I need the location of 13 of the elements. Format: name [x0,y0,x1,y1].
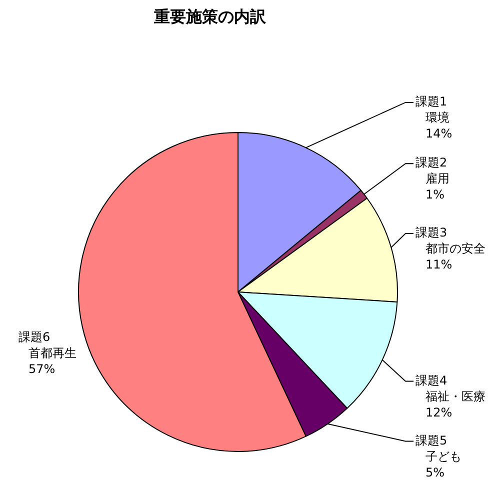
chart-title: 重要施策の内訳 [153,7,267,26]
data-label: 11% [426,258,452,272]
slice-label: 課題4 福祉・医療 [416,373,486,404]
slice-label: 課題1 環境 [416,94,450,125]
slice-label: 課題3 都市の安全 [416,226,486,256]
slice-label: 課題2 雇用 [416,156,450,186]
data-label: 1% [426,188,445,202]
data-label: 14% [426,126,452,141]
data-label: 57% [28,362,56,376]
data-label: 5% [426,465,445,480]
slice-label: 課題6 首都再生 [18,330,76,360]
data-label: 12% [426,405,452,420]
slice-label: 課題5 子ども [416,433,462,464]
